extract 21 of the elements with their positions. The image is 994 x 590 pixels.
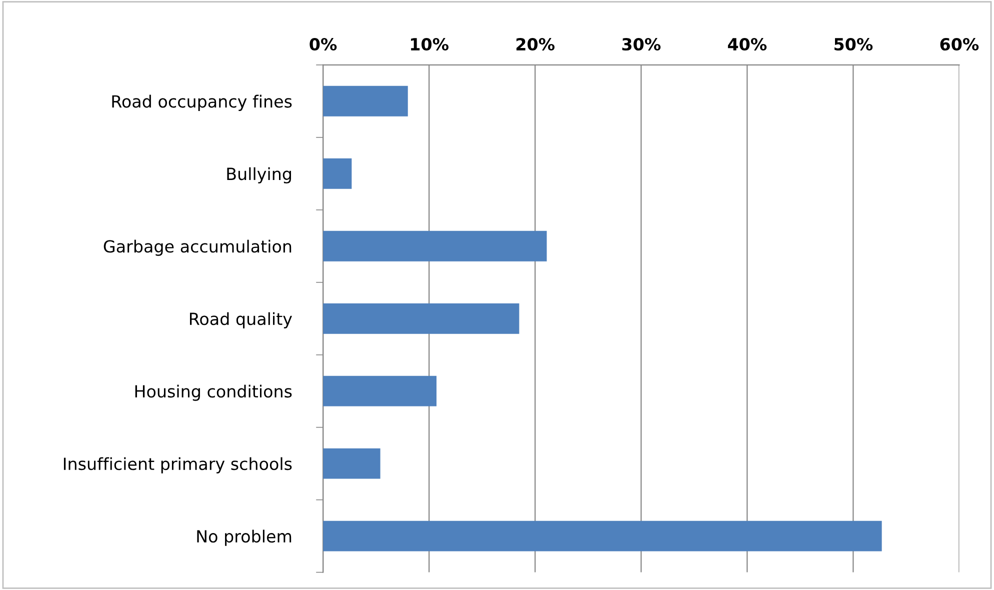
x-tick-label: 50% <box>834 38 873 51</box>
y-tick-label: No problem <box>197 530 292 546</box>
y-tick-label: Road quality <box>190 312 292 328</box>
y-tick-label: Housing conditions <box>135 384 292 401</box>
x-tick-label: 60% <box>940 38 979 51</box>
bar <box>323 520 882 552</box>
x-tick-label: 30% <box>622 38 661 51</box>
x-tick-label: 10% <box>411 38 448 51</box>
bar <box>323 376 436 406</box>
bar <box>323 230 547 262</box>
bar <box>323 448 380 479</box>
y-tick-label: Bullying <box>227 167 291 184</box>
y-tick-label: Road occupancy fines <box>112 94 292 111</box>
y-tick-label: Garbage accumulation <box>104 240 292 256</box>
y-tick-label: Insufficient primary schools <box>64 457 292 474</box>
bar <box>323 86 408 116</box>
bar <box>323 158 352 189</box>
x-tick-label: 20% <box>516 38 555 51</box>
x-tick-label: 40% <box>728 38 767 51</box>
x-tick-label: 0% <box>310 38 337 51</box>
bar <box>323 303 520 334</box>
